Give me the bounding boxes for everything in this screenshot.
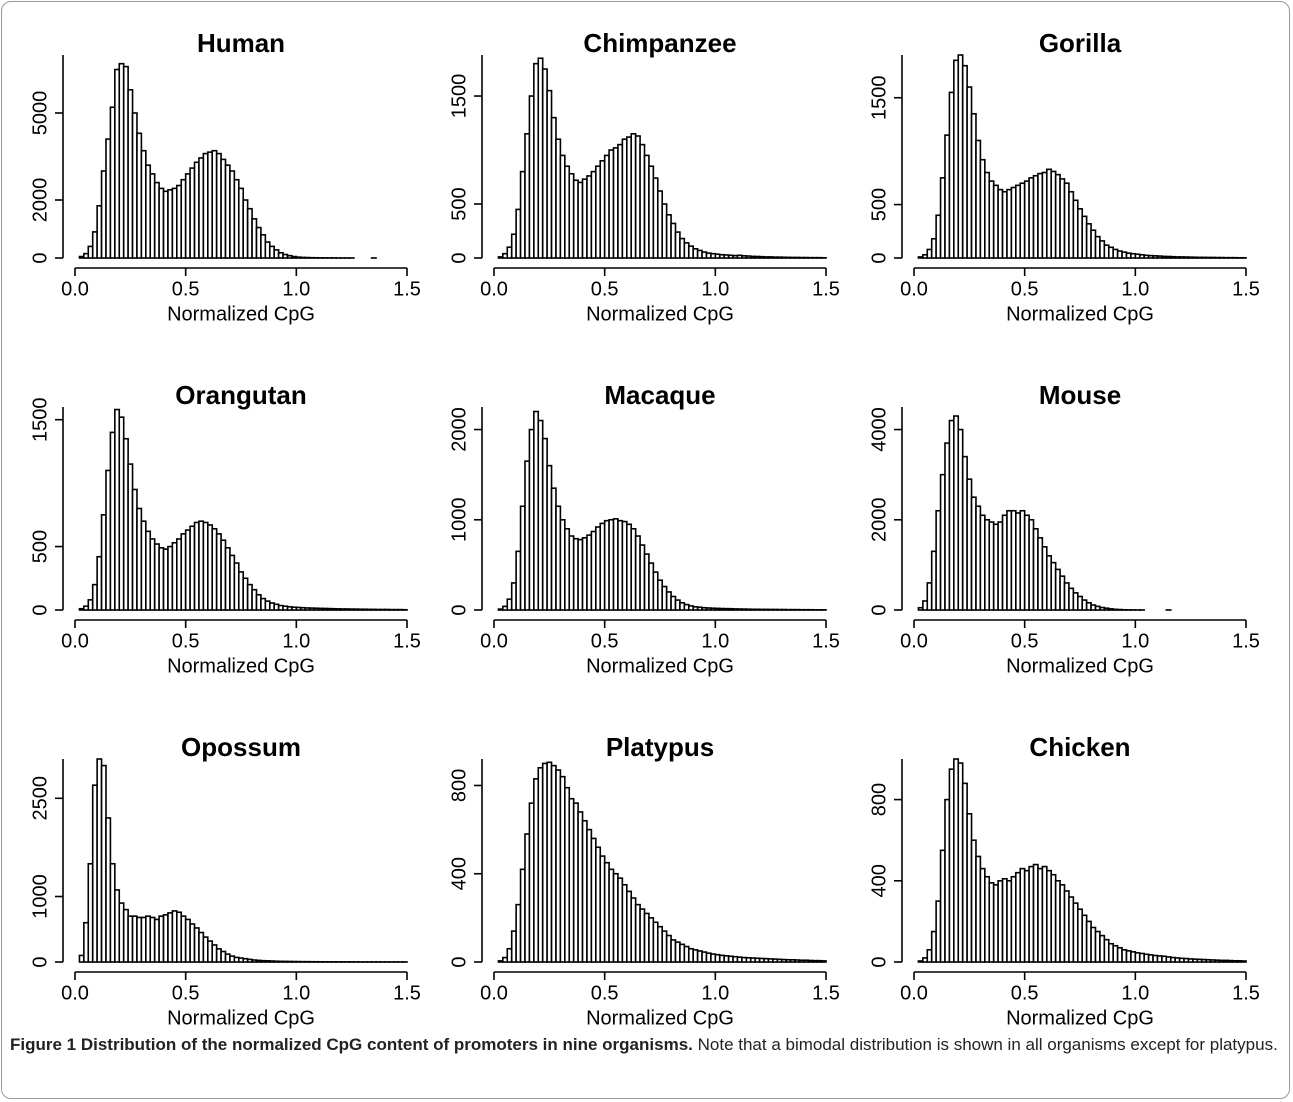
x-tick-label: 1.5	[812, 278, 840, 300]
x-tick-label: 0.0	[900, 630, 928, 652]
y-tick-label: 1500	[29, 397, 51, 442]
x-tick-label: 1.5	[812, 982, 840, 1004]
x-tick-label: 0.5	[591, 630, 619, 652]
x-tick-label: 1.0	[282, 278, 310, 300]
y-tick-label: 1000	[448, 498, 470, 543]
y-tick-label: 2500	[29, 776, 51, 821]
x-axis-label: Normalized CpG	[167, 655, 315, 677]
y-tick-label: 0	[448, 956, 470, 967]
x-tick-label: 0.0	[61, 278, 89, 300]
x-axis-label: Normalized CpG	[1006, 303, 1154, 325]
x-tick-label: 1.0	[282, 630, 310, 652]
x-tick-label: 1.0	[1121, 630, 1149, 652]
bar	[820, 960, 827, 963]
x-tick-label: 0.5	[172, 982, 200, 1004]
y-tick-label: 800	[448, 769, 470, 802]
y-tick-label: 0	[29, 956, 51, 967]
y-tick-label: 2000	[448, 407, 470, 452]
y-tick-label: 0	[29, 604, 51, 615]
x-tick-label: 1.5	[393, 982, 421, 1004]
x-tick-label: 1.5	[1232, 278, 1260, 300]
x-tick-label: 0.0	[480, 278, 508, 300]
chart-title: Platypus	[606, 732, 714, 762]
x-axis-label: Normalized CpG	[586, 1007, 734, 1029]
y-tick-label: 800	[868, 783, 890, 816]
caption-label: Figure 1 Distribution of the normalized …	[10, 1035, 693, 1054]
y-tick-label: 0	[868, 252, 890, 263]
x-tick-label: 1.5	[393, 630, 421, 652]
bar	[1240, 960, 1247, 963]
y-tick-label: 0	[868, 604, 890, 615]
x-tick-label: 0.0	[900, 278, 928, 300]
x-axis-label: Normalized CpG	[1006, 655, 1154, 677]
x-tick-label: 1.0	[282, 982, 310, 1004]
x-tick-label: 0.5	[591, 278, 619, 300]
x-tick-label: 0.5	[1011, 982, 1039, 1004]
x-tick-label: 1.0	[1121, 278, 1149, 300]
y-tick-label: 0	[29, 252, 51, 263]
x-tick-label: 0.5	[1011, 630, 1039, 652]
y-tick-label: 0	[448, 604, 470, 615]
chart-title: Gorilla	[1039, 28, 1122, 58]
chart-title: Human	[197, 28, 285, 58]
x-tick-label: 0.0	[480, 982, 508, 1004]
x-axis-label: Normalized CpG	[586, 303, 734, 325]
x-axis-label: Normalized CpG	[167, 1007, 315, 1029]
chart-title: Chicken	[1029, 732, 1130, 762]
x-tick-label: 0.5	[172, 630, 200, 652]
x-tick-label: 0.0	[61, 982, 89, 1004]
x-tick-label: 1.5	[393, 278, 421, 300]
chart-title: Mouse	[1039, 380, 1121, 410]
x-tick-label: 1.5	[1232, 982, 1260, 1004]
x-tick-label: 0.5	[1011, 278, 1039, 300]
x-axis-label: Normalized CpG	[586, 655, 734, 677]
y-tick-label: 0	[448, 252, 470, 263]
caption-text: Note that a bimodal distribution is show…	[697, 1035, 1278, 1054]
x-tick-label: 0.0	[480, 630, 508, 652]
x-tick-label: 1.0	[1121, 982, 1149, 1004]
x-tick-label: 0.0	[900, 982, 928, 1004]
y-tick-label: 4000	[868, 407, 890, 452]
y-tick-label: 1500	[868, 75, 890, 120]
y-tick-label: 500	[448, 187, 470, 220]
y-tick-label: 500	[29, 530, 51, 563]
x-tick-label: 1.5	[1232, 630, 1260, 652]
y-tick-label: 0	[868, 956, 890, 967]
x-axis-label: Normalized CpG	[167, 303, 315, 325]
y-tick-label: 5000	[29, 91, 51, 136]
chart-title: Opossum	[181, 732, 301, 762]
y-tick-label: 1500	[448, 74, 470, 119]
x-tick-label: 1.0	[701, 982, 729, 1004]
chart-title: Macaque	[604, 380, 715, 410]
chart-title: Chimpanzee	[583, 28, 736, 58]
x-tick-label: 1.0	[701, 630, 729, 652]
y-tick-label: 1000	[29, 874, 51, 919]
caption: Figure 1 Distribution of the normalized …	[10, 1032, 1280, 1058]
x-tick-label: 1.5	[812, 630, 840, 652]
y-tick-label: 500	[868, 188, 890, 221]
x-tick-label: 1.0	[701, 278, 729, 300]
y-tick-label: 400	[868, 864, 890, 897]
y-tick-label: 2000	[29, 178, 51, 223]
y-tick-label: 400	[448, 857, 470, 890]
x-tick-label: 0.5	[172, 278, 200, 300]
y-tick-label: 2000	[868, 498, 890, 543]
x-tick-label: 0.5	[591, 982, 619, 1004]
x-axis-label: Normalized CpG	[1006, 1007, 1154, 1029]
chart-title: Orangutan	[175, 380, 306, 410]
x-tick-label: 0.0	[61, 630, 89, 652]
